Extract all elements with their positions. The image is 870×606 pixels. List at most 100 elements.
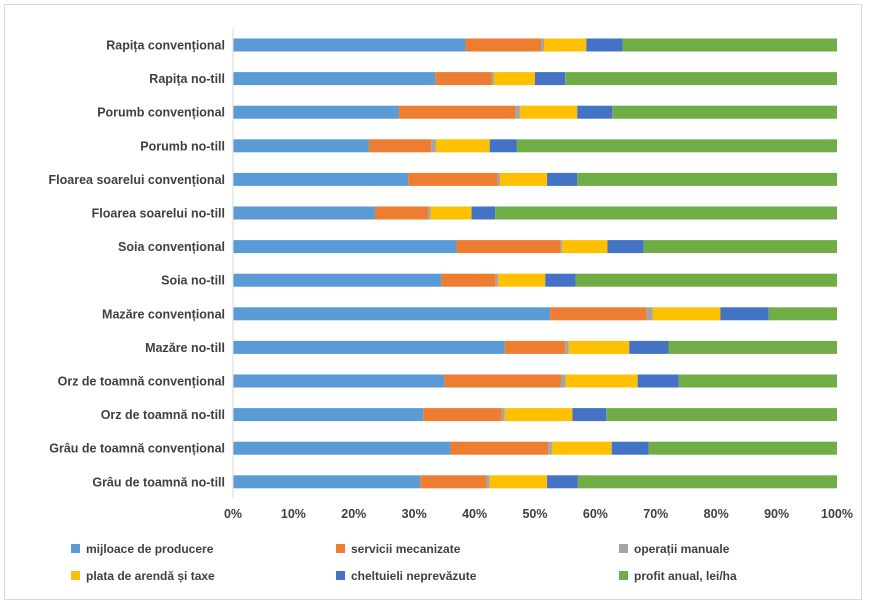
bar-segment-mijloace-de-producere — [233, 72, 436, 86]
bar-segment-cheltuieli-neprev-zute — [471, 206, 496, 220]
bar-segment-plata-de-arend-i-taxe — [430, 206, 472, 220]
bar-segment-plata-de-arend-i-taxe — [519, 105, 578, 119]
bar-segment-plata-de-arend-i-taxe — [499, 172, 548, 186]
bar-segment-profit-anual-lei-ha — [678, 374, 837, 388]
bar-segment-mijloace-de-producere — [233, 172, 409, 186]
bar-segment-cheltuieli-neprev-zute — [611, 441, 649, 455]
x-tick-label: 60% — [583, 507, 608, 521]
bar-segment-mijloace-de-producere — [233, 374, 445, 388]
bar-segment-mijloace-de-producere — [233, 475, 421, 489]
bar-segment-mijloace-de-producere — [233, 408, 424, 422]
legend-swatch — [619, 544, 628, 553]
x-tick-label: 0% — [224, 507, 242, 521]
bar-segment-cheltuieli-neprev-zute — [489, 139, 517, 153]
category-label: Soia no-till — [161, 274, 225, 288]
bar-segment-servicii-mecanizate — [399, 105, 516, 119]
bar-segment-opera-ii-manuale — [515, 105, 520, 119]
legend-swatch — [336, 571, 345, 580]
bar-segment-opera-ii-manuale — [541, 38, 545, 52]
bar-segment-mijloace-de-producere — [233, 273, 442, 287]
bar-segment-mijloace-de-producere — [233, 206, 375, 220]
legend-swatch — [71, 571, 80, 580]
bar-segment-cheltuieli-neprev-zute — [637, 374, 679, 388]
legend-label: mijloace de producere — [86, 542, 214, 556]
x-tick-label: 90% — [764, 507, 789, 521]
stacked-bar-chart: Rapița convențional Rapița no-till Porumb … — [49, 28, 853, 583]
category-label: Grâu de toamnă convențional — [49, 442, 225, 456]
category-label: Soia convențional — [118, 240, 225, 254]
bar-segment-opera-ii-manuale — [431, 139, 436, 153]
bar-segment-opera-ii-manuale — [501, 408, 505, 422]
bar-segment-mijloace-de-producere — [233, 441, 451, 455]
bar-segment-servicii-mecanizate — [368, 139, 432, 153]
bar-segment-profit-anual-lei-ha — [516, 139, 837, 153]
category-label: Floarea soarelui no-till — [92, 207, 225, 221]
legend-label: cheltuieli neprevăzute — [351, 569, 477, 583]
bar-segment-servicii-mecanizate — [444, 374, 561, 388]
bar-segment-mijloace-de-producere — [233, 240, 457, 254]
bar-segment-plata-de-arend-i-taxe — [498, 273, 546, 287]
legend: mijloace de producere servicii mecanizate… — [71, 542, 737, 583]
bar-segment-servicii-mecanizate — [374, 206, 429, 220]
bar-segment-servicii-mecanizate — [450, 441, 549, 455]
bar-segment-profit-anual-lei-ha — [612, 105, 837, 119]
bar-segment-opera-ii-manuale — [560, 240, 563, 254]
x-tick-label: 50% — [522, 507, 547, 521]
bar-segment-opera-ii-manuale — [646, 307, 653, 321]
bar-segment-cheltuieli-neprev-zute — [577, 105, 613, 119]
bar-segment-opera-ii-manuale — [495, 273, 499, 287]
bar-segment-cheltuieli-neprev-zute — [629, 340, 669, 354]
category-labels: Rapița convențional Rapița no-till Porumb … — [49, 39, 225, 490]
bar-segment-profit-anual-lei-ha — [565, 72, 837, 86]
bar-segment-opera-ii-manuale — [560, 374, 566, 388]
x-tick-label: 10% — [281, 507, 306, 521]
bar-segment-opera-ii-manuale — [491, 72, 494, 86]
x-axis-tick-labels: 0% 10% 20% 30% 40% 50% 60% 70% 80% 90% 100% — [224, 507, 853, 521]
x-tick-label: 20% — [341, 507, 366, 521]
legend-swatch — [619, 571, 628, 580]
legend-swatch — [336, 544, 345, 553]
category-label: Rapița no-till — [149, 72, 225, 86]
bar-segment-plata-de-arend-i-taxe — [568, 340, 630, 354]
bar-segment-mijloace-de-producere — [233, 340, 505, 354]
bar-segment-plata-de-arend-i-taxe — [565, 374, 638, 388]
category-label: Orz de toamnă convențional — [58, 375, 225, 389]
category-label: Porumb no-till — [140, 139, 225, 153]
bar-segment-cheltuieli-neprev-zute — [547, 172, 578, 186]
bar-segment-plata-de-arend-i-taxe — [493, 72, 535, 86]
bar-segment-profit-anual-lei-ha — [668, 340, 837, 354]
bar-segment-servicii-mecanizate — [504, 340, 566, 354]
bar-segment-opera-ii-manuale — [428, 206, 431, 220]
category-label: Orz de toamnă no-till — [101, 408, 225, 422]
legend-swatch — [71, 544, 80, 553]
bar-segment-servicii-mecanizate — [550, 307, 647, 321]
x-tick-label: 70% — [643, 507, 668, 521]
legend-label: plata de arendă și taxe — [86, 569, 215, 583]
legend-label: operații manuale — [634, 542, 730, 556]
bar-segment-profit-anual-lei-ha — [768, 307, 837, 321]
category-label: Floarea soarelui convențional — [49, 173, 225, 187]
bar-segment-profit-anual-lei-ha — [575, 273, 837, 287]
category-label: Rapița convențional — [106, 39, 225, 53]
bar-segment-profit-anual-lei-ha — [577, 475, 837, 489]
bar-segment-mijloace-de-producere — [233, 307, 551, 321]
bar-segment-servicii-mecanizate — [465, 38, 542, 52]
x-tick-label: 100% — [821, 507, 853, 521]
bar-segment-servicii-mecanizate — [423, 408, 502, 422]
bar-segment-cheltuieli-neprev-zute — [535, 72, 566, 86]
bar-segment-cheltuieli-neprev-zute — [720, 307, 769, 321]
bar-segment-plata-de-arend-i-taxe — [544, 38, 587, 52]
bar-segment-plata-de-arend-i-taxe — [652, 307, 721, 321]
bar-segment-mijloace-de-producere — [233, 105, 400, 119]
category-label: Porumb convențional — [97, 106, 225, 120]
legend-label: servicii mecanizate — [351, 542, 461, 556]
bar-segment-cheltuieli-neprev-zute — [586, 38, 623, 52]
bar-segment-servicii-mecanizate — [408, 172, 498, 186]
bar-segment-servicii-mecanizate — [441, 273, 496, 287]
bar-segment-servicii-mecanizate — [420, 475, 487, 489]
bars-layer — [233, 38, 837, 489]
category-label: Mazăre no-till — [145, 341, 225, 355]
bar-segment-mijloace-de-producere — [233, 139, 369, 153]
bar-segment-opera-ii-manuale — [548, 441, 552, 455]
bar-segment-profit-anual-lei-ha — [606, 408, 837, 422]
